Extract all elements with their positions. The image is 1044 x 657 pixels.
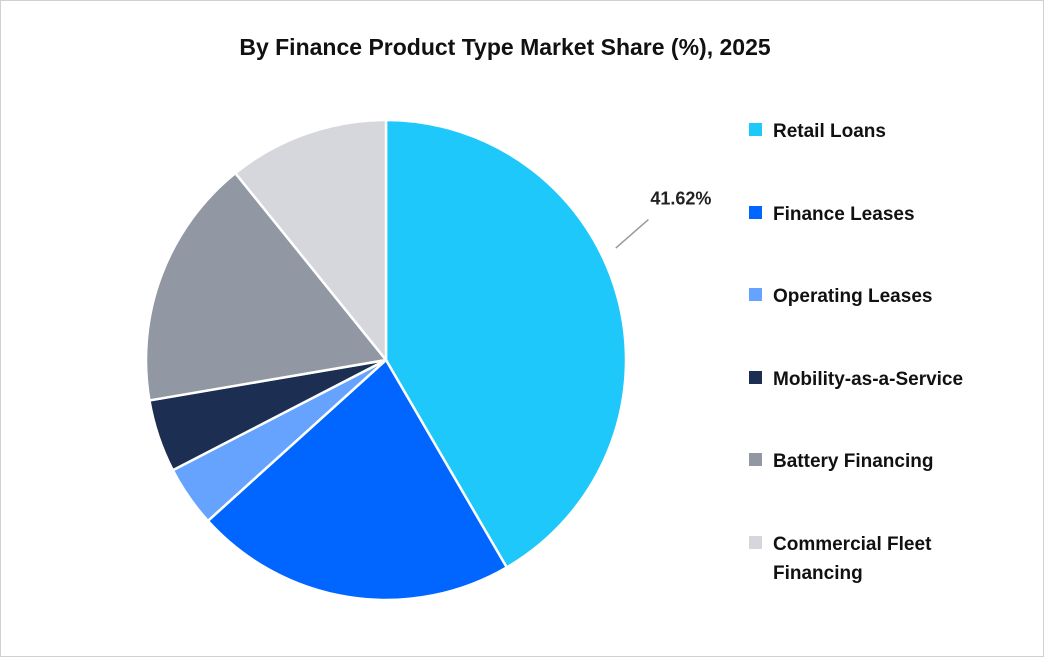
pie-slice (384, 118, 628, 570)
legend-swatch (749, 536, 762, 549)
leader-line (615, 219, 649, 249)
legend-label: Battery Financing (773, 451, 934, 473)
legend-swatch (749, 123, 762, 136)
legend-item: Mobility-as-a-Service (749, 365, 989, 394)
legend-swatch (749, 370, 762, 384)
legend-label: Operating Leases (773, 286, 933, 308)
legend-item: Commercial Fleet Financing (749, 530, 989, 588)
pie-slice (206, 358, 509, 602)
legend-swatch (749, 453, 762, 467)
legend-swatch (749, 205, 762, 219)
legend-item: Battery Financing (749, 447, 989, 476)
pie-slice (144, 171, 389, 402)
legend-label: Retail Loans (773, 121, 886, 142)
data-label: 41.62% (650, 188, 711, 208)
pie: 41.62% (144, 118, 711, 602)
legend-label: Finance Leases (773, 203, 915, 225)
legend-item: Finance Leases (749, 200, 989, 229)
pie-slice (233, 118, 388, 364)
legend-swatch (749, 288, 762, 302)
legend-label: Commercial Fleet Financing (773, 534, 932, 584)
legend-item: Operating Leases (749, 282, 989, 311)
legend-label: Mobility-as-a-Service (773, 368, 964, 390)
chart-title: By Finance Product Type Market Share (%)… (239, 34, 771, 60)
legend-item: Retail Loans (749, 117, 989, 146)
